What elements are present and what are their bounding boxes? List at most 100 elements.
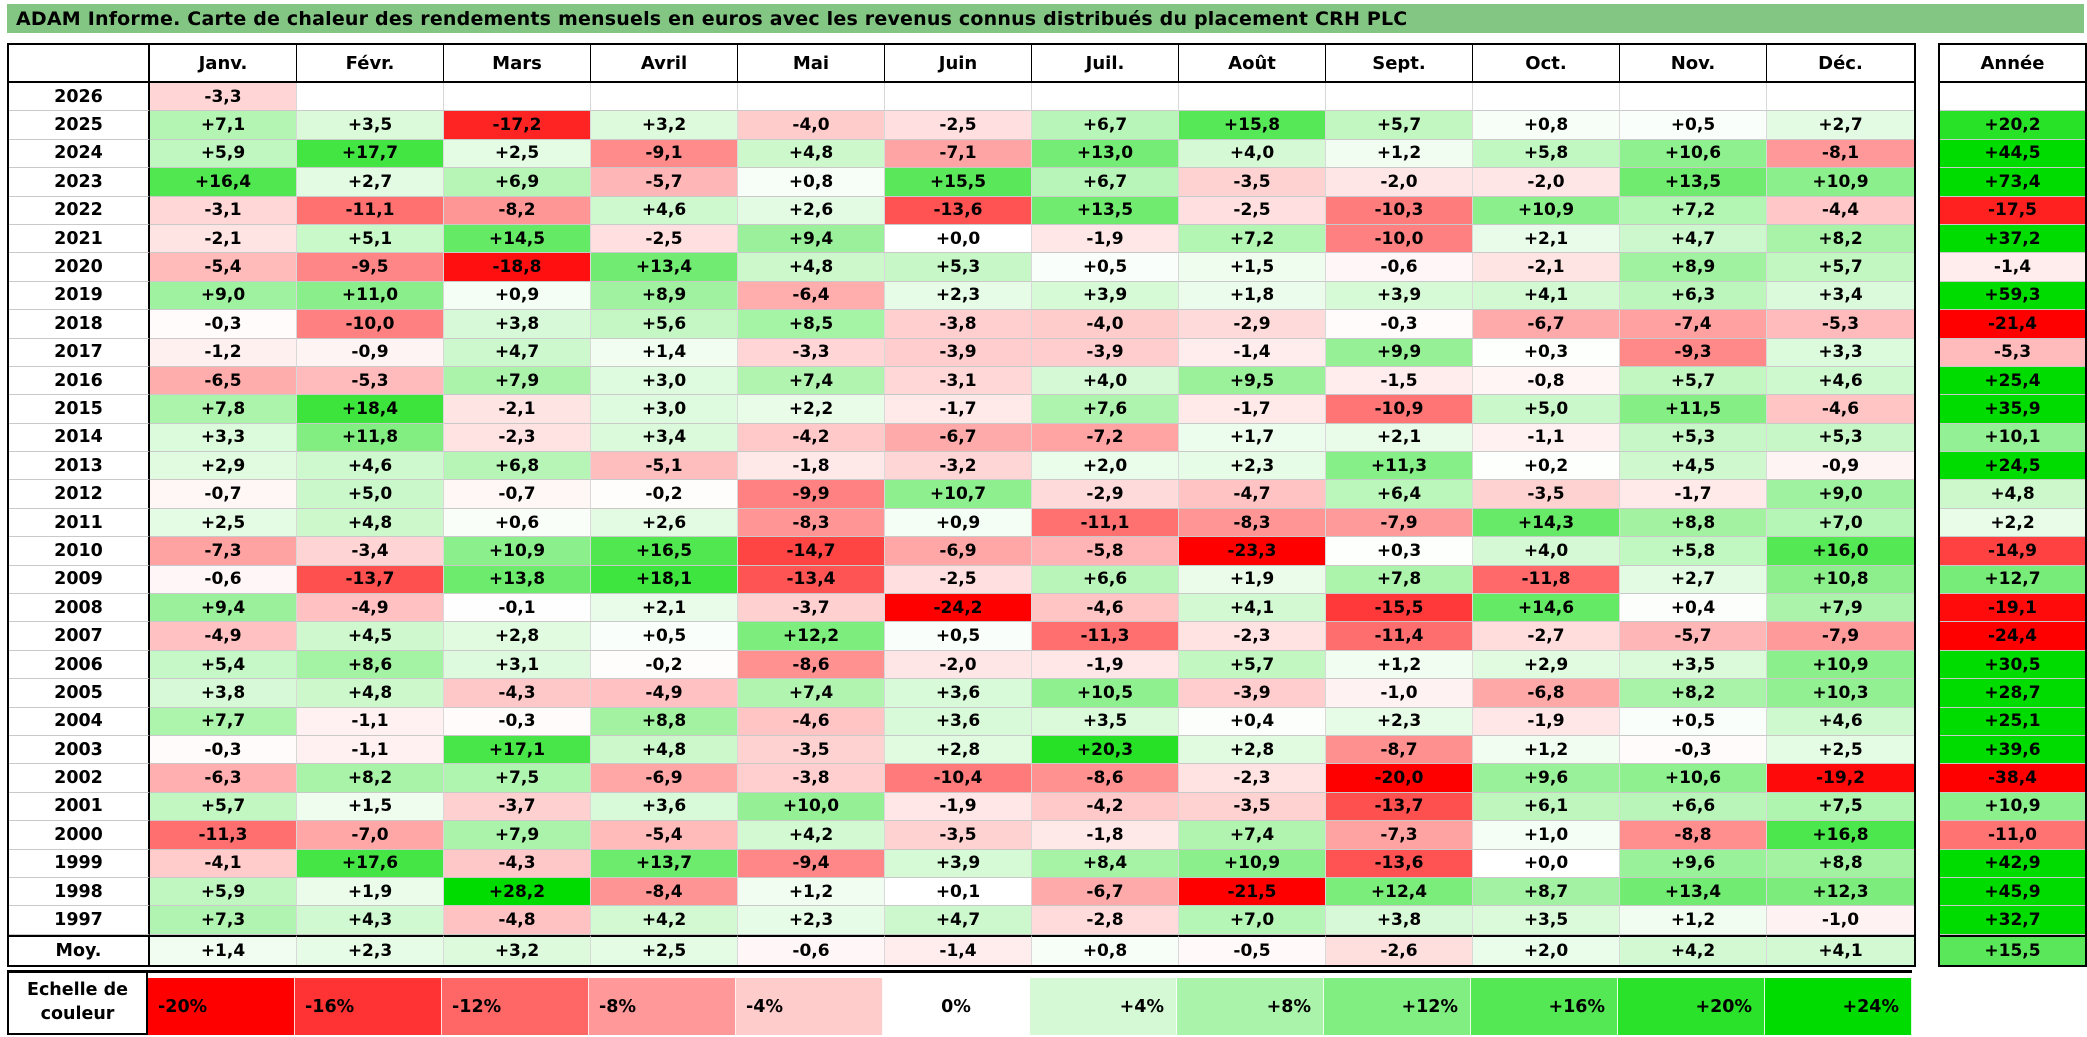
return-cell: -11,1 [297,196,444,225]
legend-step: +16% [1471,978,1618,1035]
return-cell: +13,4 [591,253,738,282]
return-cell: +5,8 [1473,139,1620,169]
return-cell: +3,6 [885,707,1032,736]
return-cell: -5,1 [591,452,738,481]
return-cell: -1,1 [1473,423,1620,453]
return-cell: -0,1 [444,594,591,623]
return-cell: +16,4 [150,168,297,197]
return-cell: +16,8 [1767,821,1914,850]
return-cell: -3,3 [150,83,297,112]
return-cell: +5,0 [297,480,444,509]
year-label: 2001 [9,792,150,822]
return-cell: +8,9 [591,281,738,311]
return-cell: -2,0 [885,650,1032,680]
return-cell: +11,8 [297,423,444,453]
average-label: Moy. [9,934,150,965]
return-cell: +16,0 [1767,537,1914,566]
return-cell: +10,5 [1032,679,1179,708]
return-cell: -11,1 [1032,508,1179,538]
return-cell: -4,8 [444,906,591,935]
return-cell: +2,5 [150,508,297,538]
return-cell: +4,7 [1620,224,1767,254]
annual-return-cell: +10,9 [1940,792,2085,822]
average-return-cell: +4,2 [1620,934,1767,965]
return-cell: +5,7 [150,792,297,822]
legend-step: -4% [736,978,883,1035]
month-header: Juil. [1032,45,1179,83]
year-label: 2013 [9,452,150,481]
return-cell: +7,2 [1179,224,1326,254]
return-cell: +1,9 [1179,565,1326,595]
return-cell: +8,2 [1620,679,1767,708]
return-cell: -20,0 [1326,764,1473,793]
annual-return-cell [1940,83,2085,112]
return-cell: +1,5 [297,792,444,822]
return-cell: -1,9 [1032,650,1179,680]
return-cell: -9,5 [297,253,444,282]
return-cell: -1,1 [297,735,444,765]
return-cell: -10,0 [1326,224,1473,254]
return-cell: -4,6 [1767,395,1914,424]
return-cell: +3,3 [150,423,297,453]
return-cell: -6,5 [150,366,297,396]
return-cell: -21,5 [1179,877,1326,907]
annual-return-cell: -24,4 [1940,622,2085,651]
year-label: 2007 [9,622,150,651]
return-cell: -8,6 [1032,764,1179,793]
return-cell: -8,3 [738,508,885,538]
return-cell: +2,0 [1032,452,1179,481]
return-cell: -4,7 [1179,480,1326,509]
return-cell: +7,6 [1032,395,1179,424]
return-cell: +9,0 [150,281,297,311]
return-cell: -23,3 [1179,537,1326,566]
return-cell: +5,9 [150,139,297,169]
return-cell: -8,2 [444,196,591,225]
annual-returns-column: Année +20,2 +44,5 +73,4 -17,5 +37,2 -1,4 +59,3-… [1938,43,2087,967]
return-cell: -3,4 [297,537,444,566]
return-cell: +6,7 [1032,111,1179,140]
return-cell: +7,8 [150,395,297,424]
return-cell: -2,5 [591,224,738,254]
return-cell: -1,9 [1473,707,1620,736]
return-cell: +3,6 [885,679,1032,708]
return-cell: +11,5 [1620,395,1767,424]
report-title-bar: ADAM Informe. Carte de chaleur des rende… [7,4,2084,33]
return-cell: -7,9 [1326,508,1473,538]
annual-return-cell: -19,1 [1940,594,2085,623]
return-cell: +3,8 [1326,906,1473,935]
return-cell: -5,3 [1767,310,1914,339]
legend-step: +20% [1618,978,1765,1035]
average-return-cell: +0,8 [1032,934,1179,965]
return-cell: +4,8 [738,139,885,169]
return-cell: +3,0 [591,395,738,424]
annual-return-cell: -17,5 [1940,196,2085,225]
return-cell: +2,8 [885,735,1032,765]
return-cell: -2,1 [150,224,297,254]
return-cell: +1,7 [1179,423,1326,453]
year-label: 2026 [9,83,150,112]
return-cell: +10,9 [1179,849,1326,878]
return-cell: +14,3 [1473,508,1620,538]
return-cell: +3,4 [591,423,738,453]
return-cell: -19,2 [1767,764,1914,793]
year-label: 2010 [9,537,150,566]
return-cell: +2,9 [150,452,297,481]
return-cell: -10,9 [1326,395,1473,424]
return-cell: +2,9 [1473,650,1620,680]
return-cell: -2,3 [444,423,591,453]
annual-return-cell: +35,9 [1940,395,2085,424]
return-cell: -4,0 [1032,310,1179,339]
return-cell: +8,6 [297,650,444,680]
return-cell: +0,6 [444,508,591,538]
return-cell: -7,4 [1620,310,1767,339]
return-cell: +7,1 [150,111,297,140]
return-cell: +5,3 [1620,423,1767,453]
return-cell: -2,0 [1473,168,1620,197]
return-cell: -3,7 [738,594,885,623]
return-cell: +5,1 [297,224,444,254]
return-cell: -2,5 [885,565,1032,595]
return-cell: -0,3 [1326,310,1473,339]
return-cell: +1,5 [1179,253,1326,282]
annual-return-cell: -14,9 [1940,537,2085,566]
return-cell: +4,8 [297,679,444,708]
